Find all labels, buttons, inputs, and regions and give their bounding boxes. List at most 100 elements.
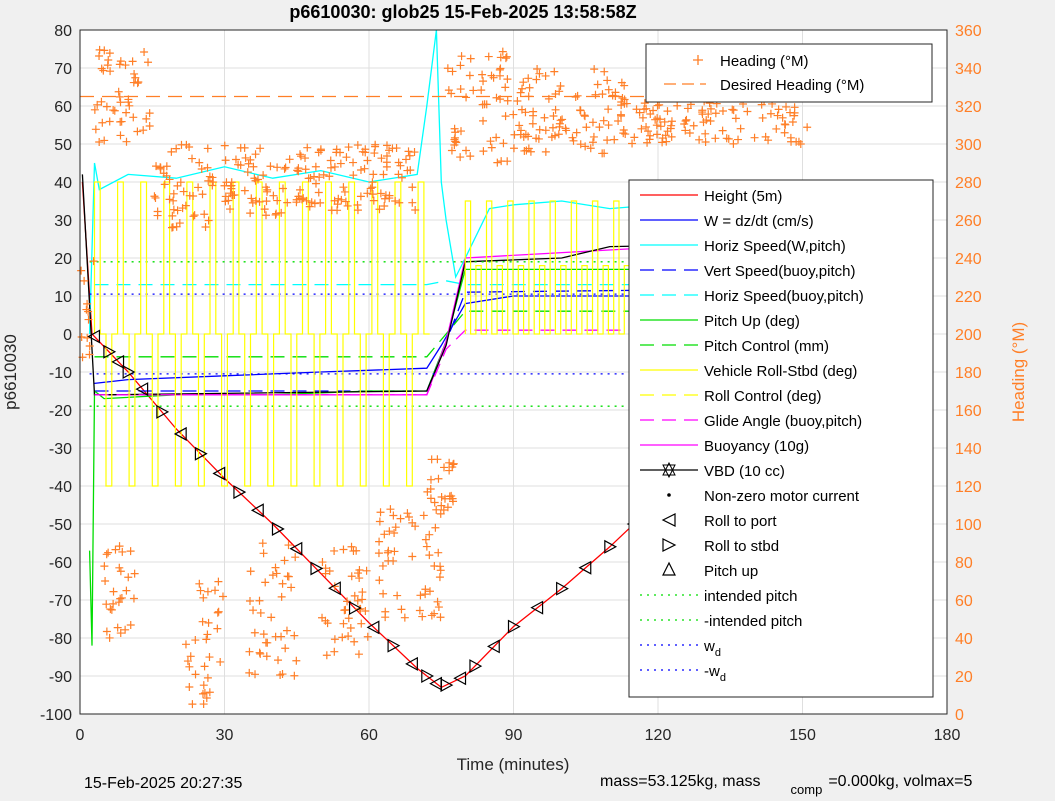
heading-point	[246, 155, 255, 164]
heading-point	[397, 605, 406, 614]
heading-point	[102, 550, 111, 559]
heading-point	[350, 591, 359, 600]
legend-label: VBD (10 cc)	[704, 463, 785, 480]
heading-point	[390, 547, 399, 556]
vehicle-roll-line	[93, 181, 430, 487]
heading-point	[706, 117, 715, 126]
heading-point	[385, 146, 394, 155]
heading-point	[263, 185, 272, 194]
series-line	[94, 310, 808, 358]
heading-point	[780, 120, 789, 129]
heading-point	[702, 116, 711, 125]
heading-point	[510, 130, 519, 139]
heading-point	[549, 112, 558, 121]
heading-point	[284, 572, 293, 581]
heading-point	[311, 179, 320, 188]
heading-point	[400, 613, 409, 622]
heading-point	[310, 172, 319, 181]
heading-point	[266, 162, 275, 171]
legend-marker	[662, 461, 676, 479]
heading-point	[124, 573, 133, 582]
heading-point	[435, 573, 444, 582]
heading-point	[484, 52, 493, 61]
heading-point	[385, 527, 394, 536]
heading-point	[617, 78, 626, 87]
heading-point	[85, 341, 94, 350]
heading-point	[97, 97, 106, 106]
heading-point	[600, 149, 609, 158]
heading-point	[321, 564, 330, 573]
heading-point	[357, 619, 366, 628]
heading-point	[550, 67, 559, 76]
heading-point	[479, 147, 488, 156]
heading-point	[98, 118, 107, 127]
heading-point	[277, 592, 286, 601]
heading-point	[290, 671, 299, 680]
heading-point	[231, 155, 240, 164]
heading-point	[245, 597, 254, 606]
heading-point	[296, 185, 305, 194]
heading-point	[369, 196, 378, 205]
heading-point	[84, 315, 93, 324]
heading-point	[718, 126, 727, 135]
heading-point	[663, 107, 672, 116]
heading-point	[162, 162, 171, 171]
heading-point	[501, 112, 510, 121]
heading-point	[524, 74, 533, 83]
heading-point	[431, 523, 440, 532]
heading-point	[259, 171, 268, 180]
heading-point	[115, 92, 124, 101]
heading-point	[436, 613, 445, 622]
heading-point	[758, 113, 767, 122]
heading-point	[339, 619, 348, 628]
heading-point	[160, 180, 169, 189]
heading-point	[118, 547, 127, 556]
heading-point	[278, 184, 287, 193]
heading-point	[245, 668, 254, 677]
y-right-tick-label: 80	[955, 555, 973, 572]
heading-point	[169, 189, 178, 198]
heading-point	[778, 113, 787, 122]
heading-point	[200, 662, 209, 671]
heading-point	[689, 121, 698, 130]
heading-point	[129, 594, 138, 603]
heading-point	[130, 69, 139, 78]
heading-point	[284, 541, 293, 550]
heading-point	[604, 121, 613, 130]
y-right-tick-label: 120	[955, 479, 982, 496]
heading-point	[391, 197, 400, 206]
roll-to-port-marker	[453, 671, 467, 686]
heading-point	[204, 618, 213, 627]
heading-point	[642, 104, 651, 113]
heading-point	[586, 144, 595, 153]
heading-point	[436, 566, 445, 575]
heading-point	[336, 159, 345, 168]
heading-point	[729, 139, 738, 148]
heading-point	[411, 205, 420, 214]
heading-point	[649, 106, 658, 115]
heading-point	[188, 154, 197, 163]
y-left-tick-label: 40	[54, 175, 72, 192]
heading-point	[642, 122, 651, 131]
heading-point	[528, 119, 537, 128]
heading-point	[456, 127, 465, 136]
heading-point	[513, 97, 522, 106]
heading-point	[766, 109, 775, 118]
heading-point	[389, 511, 398, 520]
heading-point	[256, 649, 265, 658]
heading-point	[226, 181, 235, 190]
heading-point	[115, 563, 124, 572]
heading-point	[432, 505, 441, 514]
heading-point	[347, 572, 356, 581]
heading-point	[156, 164, 165, 173]
y-right-tick-label: 240	[955, 251, 982, 268]
heading-point	[792, 137, 801, 146]
heading-point	[274, 656, 283, 665]
heading-point	[388, 144, 397, 153]
heading-point	[386, 505, 395, 514]
heading-point	[419, 511, 428, 520]
heading-point	[729, 106, 738, 115]
heading-point	[790, 103, 799, 112]
heading-point	[246, 209, 255, 218]
heading-point	[277, 208, 286, 217]
